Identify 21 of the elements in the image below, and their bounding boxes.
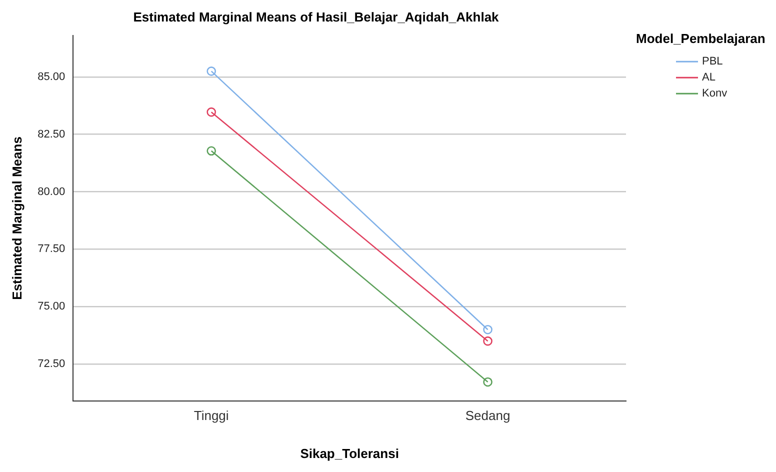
y-axis-title: Estimated Marginal Means: [9, 136, 24, 300]
x-tick-label: Sedang: [465, 408, 510, 424]
y-tick-label: 82.50: [38, 128, 66, 140]
point: [206, 107, 216, 117]
point: [483, 336, 492, 346]
chart-title: Estimated Marginal Means of Hasil_Belajar_Aqidah_Akhlak: [133, 9, 500, 24]
y-tick-label: 72.50: [38, 358, 66, 370]
point: [206, 66, 216, 76]
y-tick-label: 77.50: [38, 243, 66, 256]
point: [483, 324, 492, 334]
legend-label: AL: [702, 72, 716, 84]
y-tick-label: 80.00: [38, 186, 66, 198]
x-axis-title: Sikap_Toleransi: [300, 446, 399, 461]
legend-label: PBL: [702, 56, 723, 68]
point: [206, 146, 216, 156]
x-tick-label: Tinggi: [194, 408, 229, 424]
point: [483, 377, 492, 387]
legend-title: Model_Pembelajaran: [636, 31, 766, 46]
y-tick-label: 85.00: [38, 70, 66, 83]
legend-label: Konv: [702, 88, 728, 100]
y-tick-label: 75.00: [38, 300, 66, 313]
